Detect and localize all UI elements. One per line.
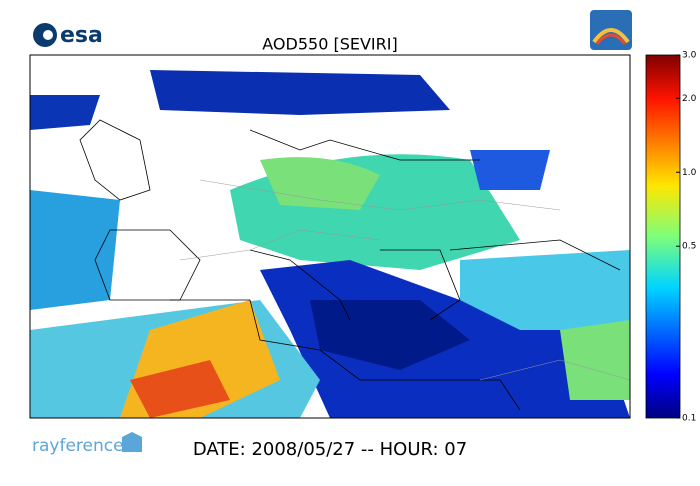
borders [179,179,630,381]
brand-text: rayference [32,436,124,456]
date-text: DATE: 2008/05/27 -- HOUR: 07 [193,439,467,460]
product-icon [590,10,632,50]
colorbar-tick-label: 3.0 [682,51,697,61]
colorbar [645,54,681,419]
coastlines [79,119,621,411]
logo-text: esa [60,23,103,48]
colorbar-ticks: 3.0 2.0 1.0 0.5 0.1 [676,51,697,424]
brand-icon [122,432,142,452]
colorbar-tick-label: 2.0 [682,94,697,104]
colorbar-tick-label: 1.0 [682,168,697,178]
esa-logo: esa [33,23,103,48]
colorbar-tick-label: 0.1 [682,414,696,424]
colorbar-tick-label: 0.5 [682,242,696,252]
map-title: AOD550 [SEVIRI] [262,35,397,54]
map-frame [29,54,631,419]
aod-map [30,55,630,418]
